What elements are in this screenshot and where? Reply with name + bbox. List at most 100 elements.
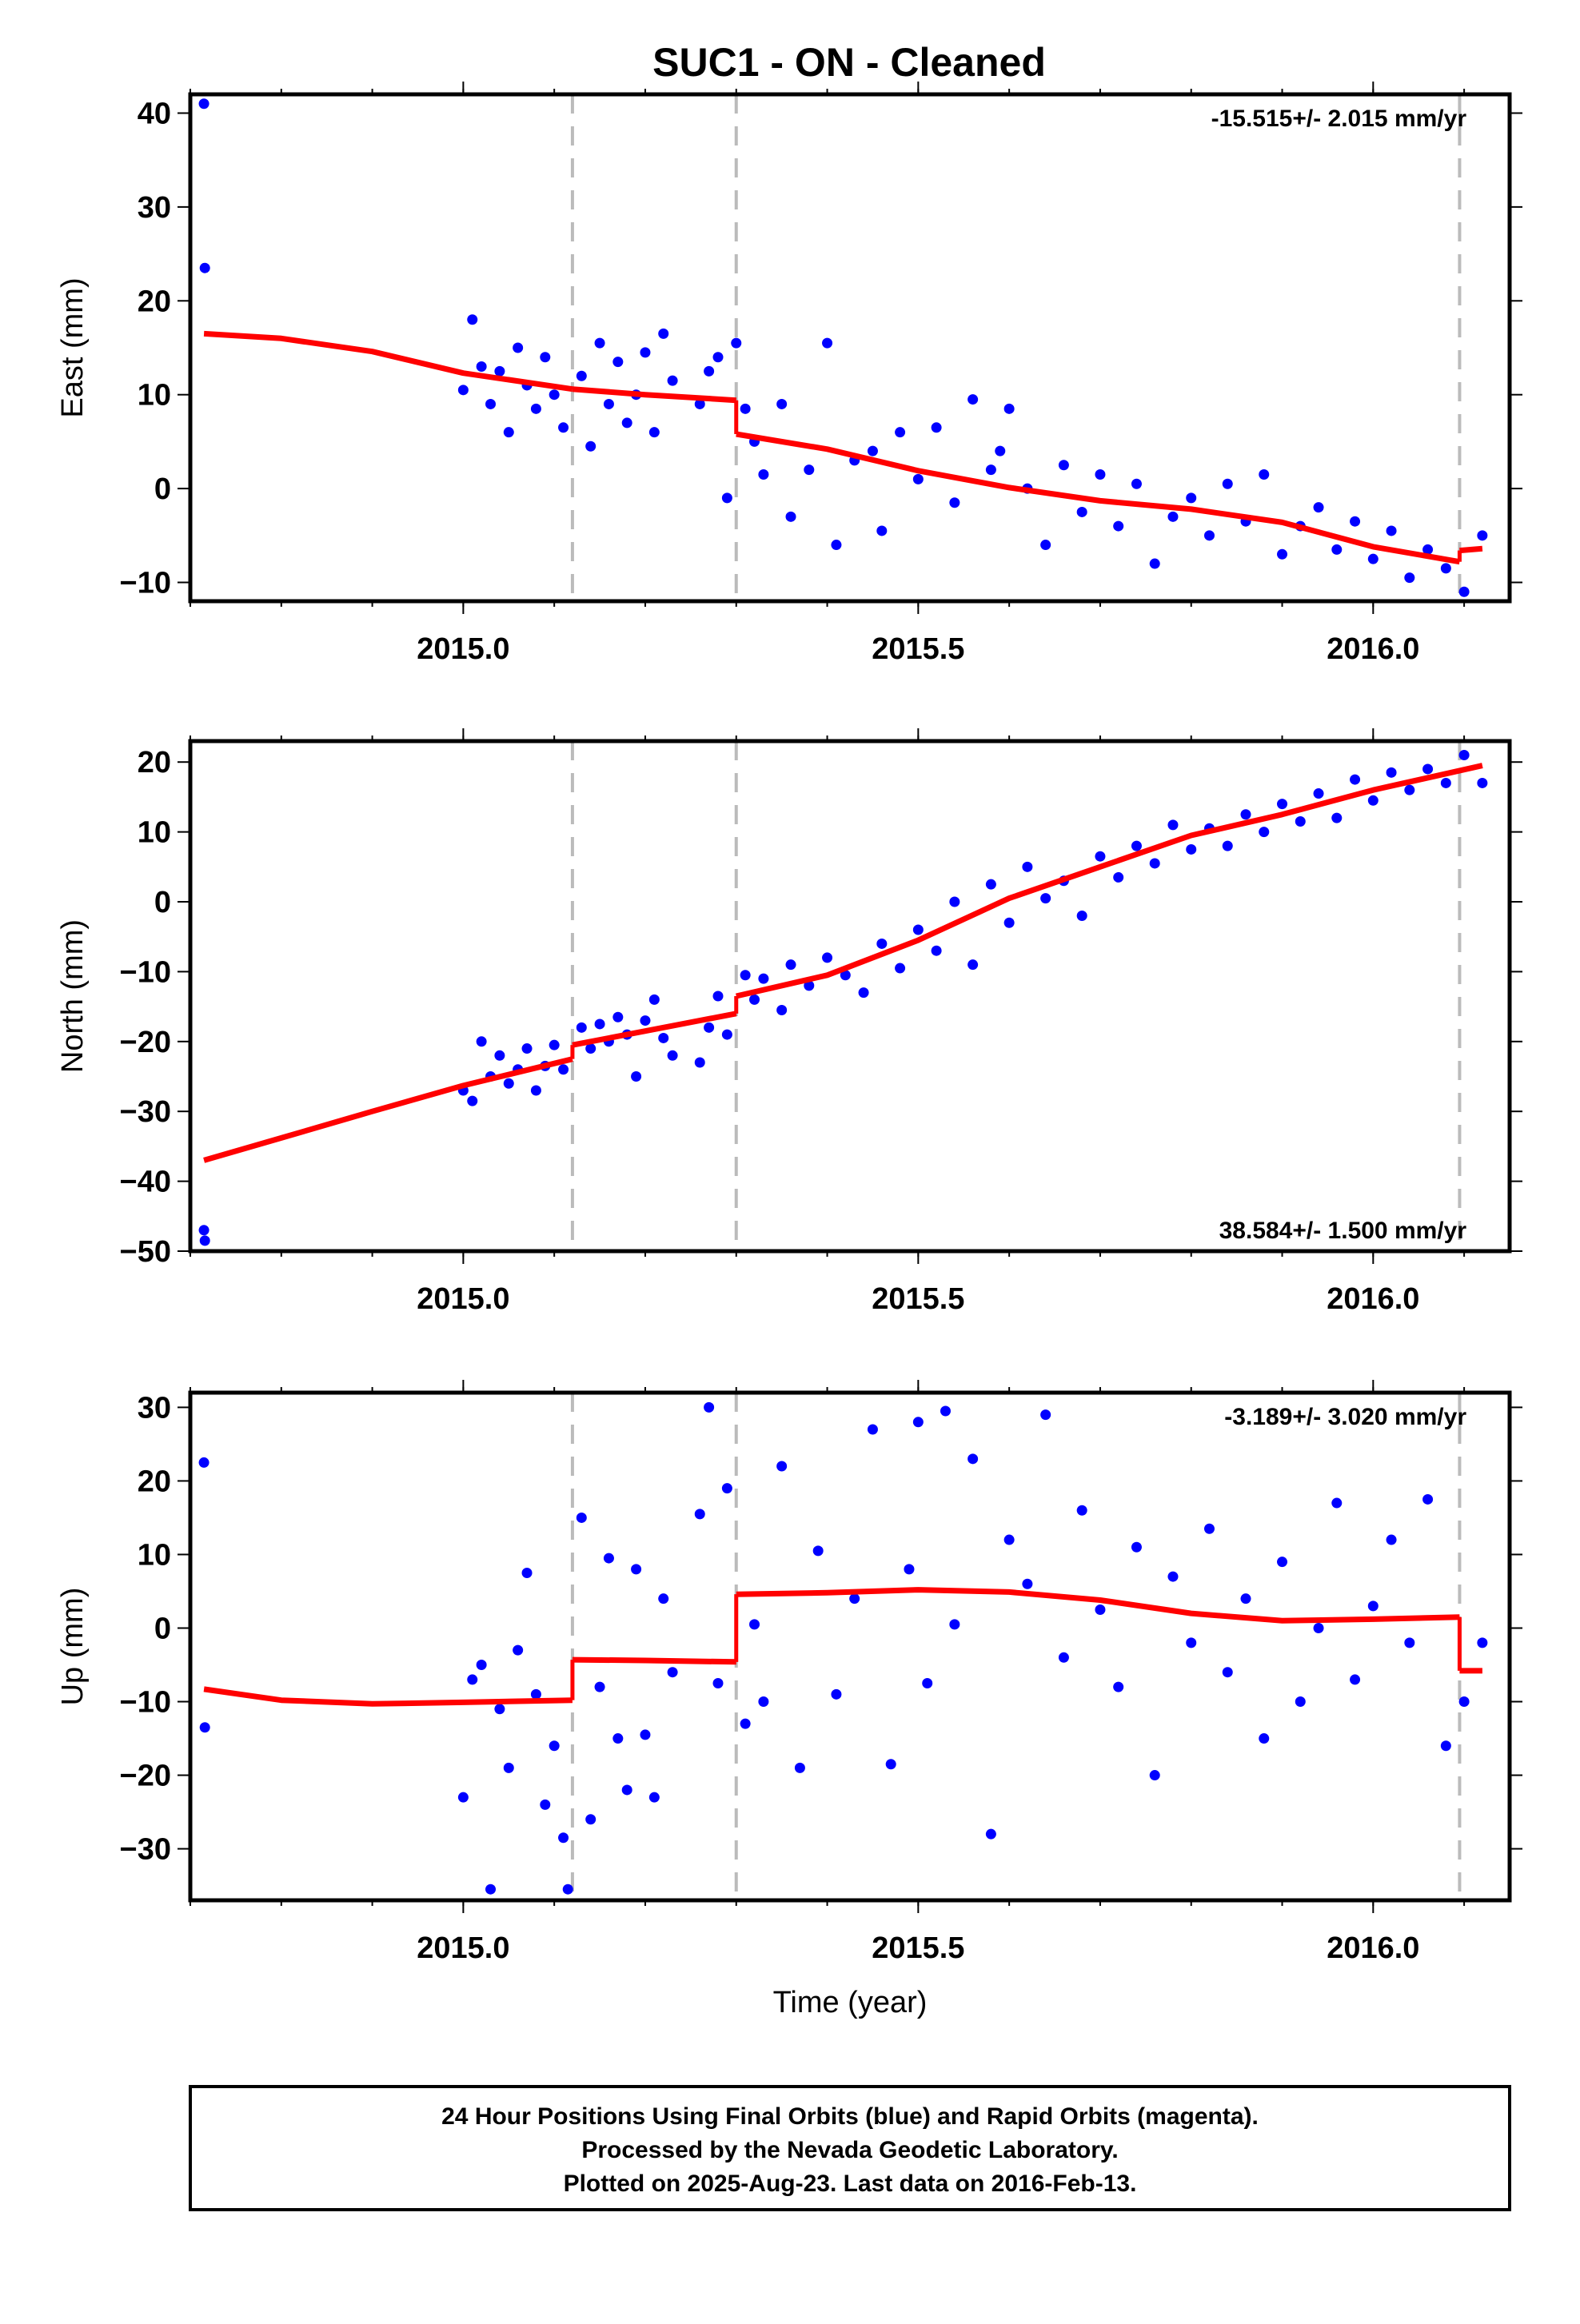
- east-data-point: [457, 385, 469, 396]
- east-ytick-label: −10: [120, 567, 171, 600]
- east-ytick-label: 40: [138, 97, 171, 130]
- east-frame: [188, 92, 1512, 604]
- east-data-point: [667, 375, 678, 386]
- up-data-point: [562, 1884, 573, 1895]
- up-data-point: [521, 1567, 533, 1578]
- north-data-point: [985, 879, 996, 890]
- up-ytick-label: −30: [120, 1833, 171, 1867]
- north-data-point: [749, 994, 760, 1005]
- east-ytick-label: 20: [138, 285, 171, 318]
- north-data-point: [895, 963, 906, 974]
- north-data-point: [1222, 840, 1233, 851]
- up-data-point: [721, 1483, 732, 1494]
- north-data-point: [1277, 799, 1288, 810]
- up-data-point: [912, 1417, 924, 1428]
- east-data-point: [485, 398, 497, 409]
- north-data-point: [467, 1095, 478, 1106]
- north-frame: [188, 739, 1512, 1254]
- north-data-point: [549, 1039, 560, 1050]
- east-data-point: [494, 365, 505, 377]
- north-data-point: [822, 952, 833, 963]
- east-data-point: [1186, 492, 1197, 504]
- north-ytick-label: 0: [154, 886, 171, 919]
- up-ylabel: Up (mm): [56, 1588, 90, 1706]
- up-data-point: [1404, 1637, 1415, 1648]
- east-data-point: [1203, 530, 1215, 541]
- north-data-point: [1167, 819, 1179, 831]
- north-data-point: [912, 924, 924, 935]
- east-data-point: [721, 492, 732, 504]
- up-data-point: [467, 1674, 478, 1685]
- east-data-point: [658, 328, 669, 339]
- east-data-point: [1386, 525, 1397, 536]
- up-model-line: [203, 1686, 573, 1707]
- north-data-point: [1186, 843, 1197, 855]
- north-ytick-label: −10: [120, 955, 171, 989]
- up-data-point: [1367, 1600, 1379, 1612]
- north-data-point: [712, 991, 724, 1002]
- up-data-point: [485, 1884, 497, 1895]
- north-data-point: [758, 973, 769, 984]
- up-data-point: [612, 1733, 624, 1744]
- up-data-point: [1277, 1557, 1288, 1568]
- north-data-point: [1076, 910, 1087, 921]
- north-data-point: [1095, 851, 1106, 862]
- up-data-point: [667, 1667, 678, 1678]
- up-data-point: [1095, 1604, 1106, 1615]
- east-data-point: [931, 422, 942, 433]
- east-points: [198, 98, 1488, 597]
- figure-title: SUC1 - ON - Cleaned: [652, 40, 1046, 85]
- north-data-point: [858, 987, 869, 999]
- north-ylabel: North (mm): [56, 919, 90, 1073]
- east-data-point: [1367, 553, 1379, 564]
- north-data-point: [1350, 774, 1361, 785]
- up-data-point: [885, 1759, 896, 1770]
- up-data-point: [1350, 1674, 1361, 1685]
- up-ytick-label: 0: [154, 1612, 171, 1645]
- north-data-point: [576, 1022, 587, 1033]
- east-model-line: [1459, 545, 1483, 554]
- east-data-point: [985, 464, 996, 476]
- up-data-point: [549, 1740, 560, 1752]
- east-data-point: [1458, 586, 1470, 597]
- east-data-point: [731, 337, 742, 349]
- east-data-point: [585, 440, 596, 452]
- east-data-point: [467, 314, 478, 325]
- north-data-point: [776, 1004, 788, 1015]
- east-ytick-label: 0: [154, 472, 171, 506]
- north-data-point: [1003, 917, 1015, 928]
- north-ytick-label: 10: [138, 816, 171, 850]
- up-data-point: [558, 1832, 569, 1844]
- east-data-point: [549, 389, 560, 401]
- north-data-point: [840, 970, 851, 981]
- east-data-point: [694, 398, 705, 409]
- north-data-point: [1131, 840, 1142, 851]
- up-data-point: [968, 1453, 979, 1465]
- east-xtick-label: 2016.0: [1327, 632, 1419, 666]
- east-data-point: [612, 357, 624, 368]
- up-ytick-label: 10: [138, 1538, 171, 1572]
- east-data-point: [831, 540, 842, 551]
- up-data-point: [457, 1792, 469, 1803]
- up-xtick-label: 2015.5: [872, 1931, 964, 1965]
- up-xtick-label: 2015.0: [417, 1931, 509, 1965]
- east-data-point: [1259, 469, 1270, 480]
- up-xtick-label: 2016.0: [1327, 1931, 1419, 1965]
- north-data-point: [1313, 788, 1324, 799]
- north-ytick-label: −30: [120, 1095, 171, 1129]
- north-xtick-label: 2015.0: [417, 1282, 509, 1316]
- north-data-point: [968, 959, 979, 971]
- east-data-point: [912, 473, 924, 484]
- north-data-point: [503, 1078, 514, 1089]
- up-ytick-label: 30: [138, 1391, 171, 1425]
- north-data-point: [1458, 749, 1470, 760]
- east-data-point: [968, 394, 979, 405]
- up-data-point: [694, 1509, 705, 1520]
- north-data-point: [704, 1022, 715, 1033]
- north-ytick-label: −20: [120, 1026, 171, 1059]
- east-data-point: [558, 422, 569, 433]
- east-data-point: [1404, 572, 1415, 584]
- up-data-point: [1167, 1571, 1179, 1582]
- up-data-point: [503, 1762, 514, 1773]
